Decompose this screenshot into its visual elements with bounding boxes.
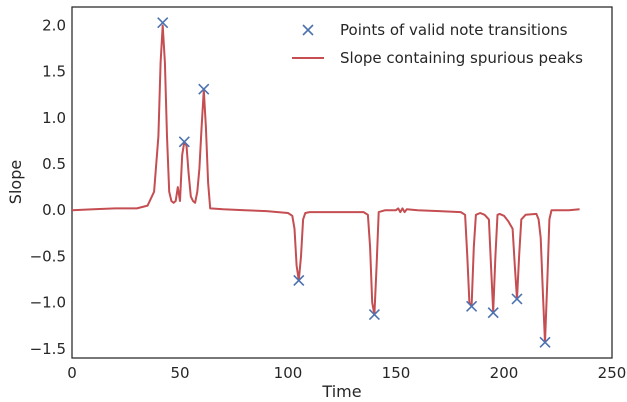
y-tick-label: −0.5 xyxy=(30,247,66,265)
y-tick-label: −1.5 xyxy=(30,340,66,358)
y-tick-label: 1.0 xyxy=(42,109,66,127)
x-axis-label: Time xyxy=(321,382,361,401)
transition-point-marker xyxy=(466,300,478,312)
x-tick-label: 150 xyxy=(382,364,411,382)
tick-labels: 0 50 100 150 200 250 −1.5 −1.0 −0.5 0.0 0.5 1.0 1.5 2… xyxy=(30,16,627,382)
x-tick-label: 250 xyxy=(598,364,627,382)
y-tick-label: −1.0 xyxy=(30,294,66,312)
legend: Points of valid note transitions Slope c… xyxy=(292,21,583,67)
transition-point-marker xyxy=(157,17,169,29)
y-tick-label: 0.5 xyxy=(42,155,66,173)
legend-marker-scatter xyxy=(302,24,314,36)
chart-marks xyxy=(71,17,580,348)
slope-series-line xyxy=(71,24,580,344)
transition-point-marker xyxy=(198,83,210,95)
legend-label-scatter: Points of valid note transitions xyxy=(340,21,568,39)
y-tick-label: 1.5 xyxy=(42,63,66,81)
transition-point-marker xyxy=(178,136,190,148)
transition-point-marker xyxy=(511,293,523,305)
transition-point-marker xyxy=(487,307,499,319)
transition-point-marker xyxy=(293,274,305,286)
x-tick-label: 50 xyxy=(170,364,189,382)
transition-point-marker xyxy=(368,309,380,321)
y-tick-label: 0.0 xyxy=(42,201,66,219)
x-tick-label: 100 xyxy=(274,364,303,382)
plot-area xyxy=(71,6,613,359)
transition-point-marker xyxy=(539,336,551,348)
y-tick-label: 2.0 xyxy=(42,16,66,34)
x-tick-label: 0 xyxy=(67,364,77,382)
y-axis-label: Slope xyxy=(6,160,25,204)
legend-label-line: Slope containing spurious peaks xyxy=(340,49,583,67)
x-tick-label: 200 xyxy=(490,364,519,382)
